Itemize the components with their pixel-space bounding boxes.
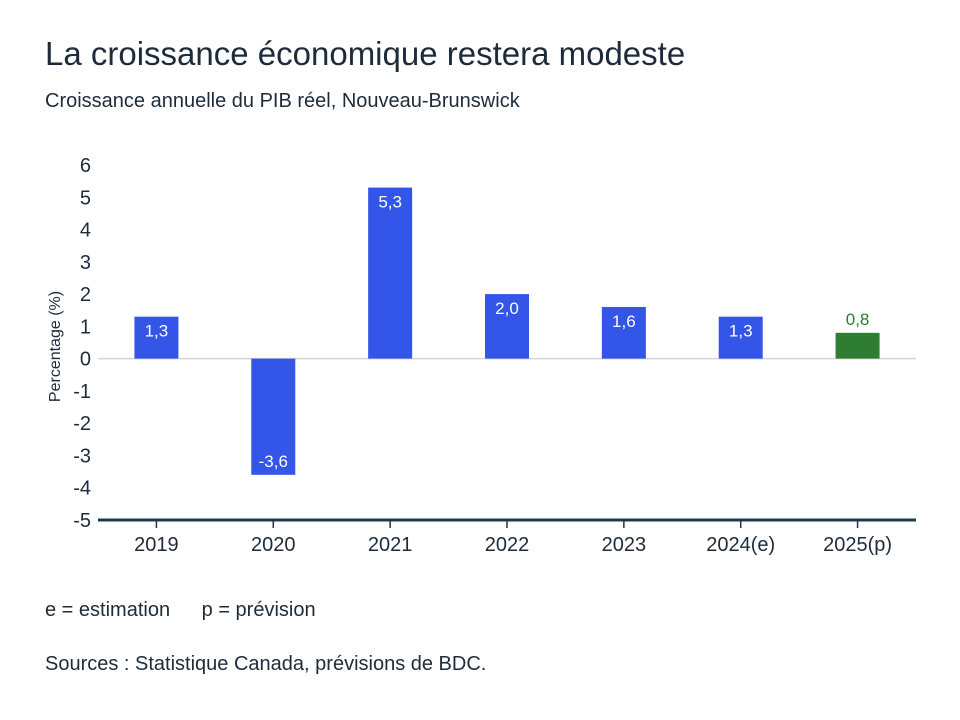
data-label-2022: 2,0	[495, 299, 519, 318]
y-tick-label: 4	[80, 220, 91, 242]
source-note: Sources : Statistique Canada, prévisions…	[45, 653, 487, 675]
bar-2021	[368, 187, 413, 359]
data-label-2024(e): 1,3	[729, 322, 753, 341]
x-tick-label: 2020	[251, 534, 296, 556]
y-axis-label: Percentage (%)	[47, 291, 64, 402]
y-tick-label: -5	[73, 510, 91, 532]
note-estimation: e = estimation	[45, 599, 171, 621]
abbreviation-notes: e = estimation p = prévision	[45, 597, 316, 623]
data-label-2019: 1,3	[145, 322, 169, 341]
y-axis-ticks: 6 5 4 3 2 1 0 -1 -2 -3 -4 -5	[73, 155, 91, 532]
y-tick-label: -2	[73, 413, 91, 435]
bar-2025(p)	[835, 332, 880, 359]
chart-title: La croissance économique restera modeste	[45, 35, 686, 72]
x-tick-label: 2023	[602, 534, 647, 556]
data-label-2023: 1,6	[612, 312, 636, 331]
bar-chart: Percentage (%) 6 5 4 3 2 1 0 -1 -2 -3 -4 -5 1,3 -3,6…	[47, 155, 916, 556]
y-tick-label: 1	[80, 316, 91, 338]
bar-2024(e)	[718, 316, 763, 359]
x-tick-label: 2025(p)	[823, 534, 892, 556]
note-prevision: p = prévision	[201, 599, 316, 621]
x-tick-label: 2022	[485, 534, 530, 556]
x-tick-label: 2021	[368, 534, 413, 556]
bar-2022	[485, 294, 529, 359]
y-tick-label: 0	[80, 349, 91, 371]
bars	[134, 187, 880, 475]
y-tick-label: 2	[80, 284, 91, 306]
x-axis-ticks: 2019 2020 2021 2022 2023 2024(e) 2025(p)	[134, 520, 892, 556]
y-tick-label: -4	[73, 478, 91, 500]
y-tick-label: -1	[73, 381, 91, 403]
data-label-2021: 5,3	[378, 193, 402, 212]
y-tick-label: 3	[80, 252, 91, 274]
data-label-2020: -3,6	[259, 452, 288, 471]
y-tick-label: -3	[73, 445, 91, 467]
y-tick-label: 5	[80, 187, 91, 209]
x-tick-label: 2019	[134, 534, 179, 556]
chart-subtitle: Croissance annuelle du PIB réel, Nouveau…	[45, 90, 520, 112]
bar-2019	[134, 316, 179, 359]
bar-2023	[601, 307, 646, 359]
y-tick-label: 6	[80, 155, 91, 177]
y-axis-label-group: Percentage (%)	[47, 291, 64, 402]
bar-labels: 1,3 -3,6 5,3 2,0 1,6 1,3 0,8	[145, 193, 870, 471]
bar-2020	[251, 358, 296, 475]
x-tick-label: 2024(e)	[706, 534, 775, 556]
data-label-2025(p): 0,8	[846, 310, 870, 329]
